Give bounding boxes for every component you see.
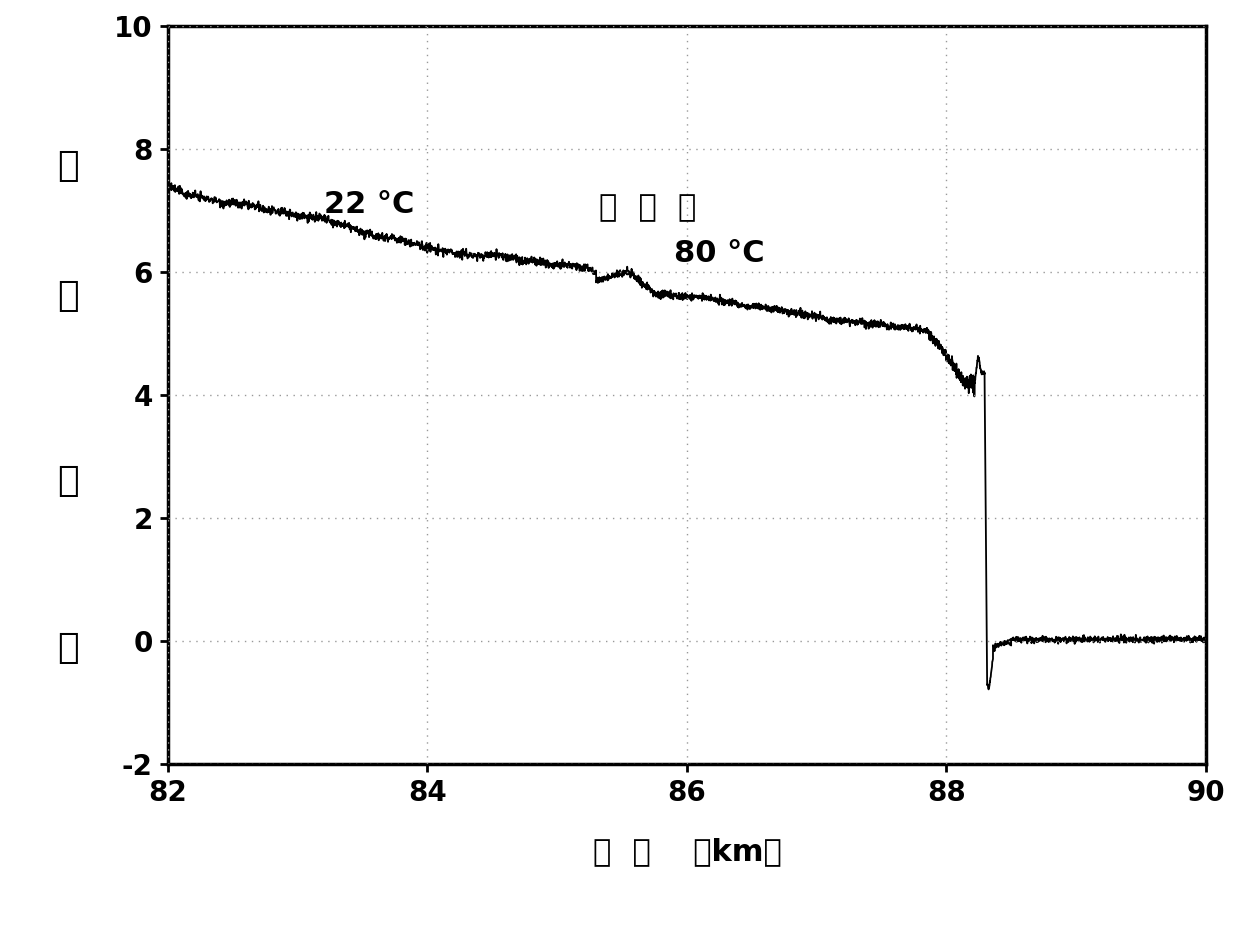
- Text: 幅: 幅: [57, 464, 79, 498]
- Text: 距  离    （km）: 距 离 （km）: [593, 837, 781, 867]
- Text: 加  热  区: 加 热 区: [599, 192, 697, 222]
- Text: 相: 相: [57, 150, 79, 183]
- Text: 对: 对: [57, 279, 79, 313]
- Text: 80 °C: 80 °C: [673, 239, 765, 268]
- Text: 值: 值: [57, 631, 79, 664]
- Text: 22 °C: 22 °C: [324, 190, 414, 218]
